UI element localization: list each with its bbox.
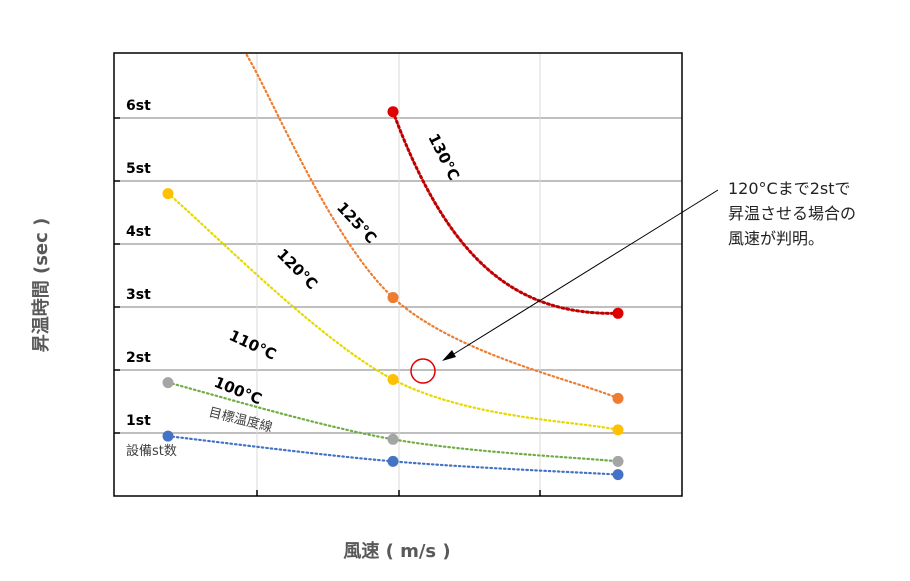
data-point [387,455,399,467]
annotation-line-2: 昇温させる場合の [728,204,856,223]
data-point [612,469,624,481]
data-point [162,430,174,442]
plot-area [113,52,683,497]
annotation-line-1: 120°Cまで2stで [728,179,851,198]
data-point [612,424,624,436]
data-point [162,377,174,389]
y-tick-label: 5st [126,161,151,177]
annotation-arrow [448,189,719,358]
data-point [612,307,624,319]
curve-label: 120°C [273,245,321,293]
data-point [612,392,624,404]
y-tick-label: 4st [126,224,151,240]
x-axis-title: 風速 ( m/s ) [343,540,450,562]
annotation-callout: 120°Cまで2stで 昇温させる場合の 風速が判明。 [410,179,856,384]
annotation-line-3: 風速が判明。 [728,229,824,248]
y-axis-title: 昇温時間 (sec ) [31,218,52,353]
data-point [387,373,399,385]
y-corner-label: 設備st数 [126,443,177,459]
curve-label: 130°C [424,131,463,184]
y-tick-label: 3st [126,287,151,303]
series-curve [245,53,620,400]
data-point [387,292,399,304]
curve-label: 110°C [226,326,279,363]
curve-label: 125°C [333,198,380,247]
y-tick-label: 6st [126,98,151,114]
gridlines [114,53,682,496]
y-tick-labels: 1st 2st 3st 4st 5st 6st [126,98,151,429]
y-tick-label: 2st [126,350,151,366]
points [162,106,624,481]
data-point [387,433,399,445]
data-point [387,106,399,118]
data-point [612,455,624,467]
data-point [162,188,174,200]
series-curve [391,110,620,315]
y-tick-label: 1st [126,413,151,429]
annotation-arrowhead [442,350,456,361]
annotation-target-circle [410,358,436,384]
